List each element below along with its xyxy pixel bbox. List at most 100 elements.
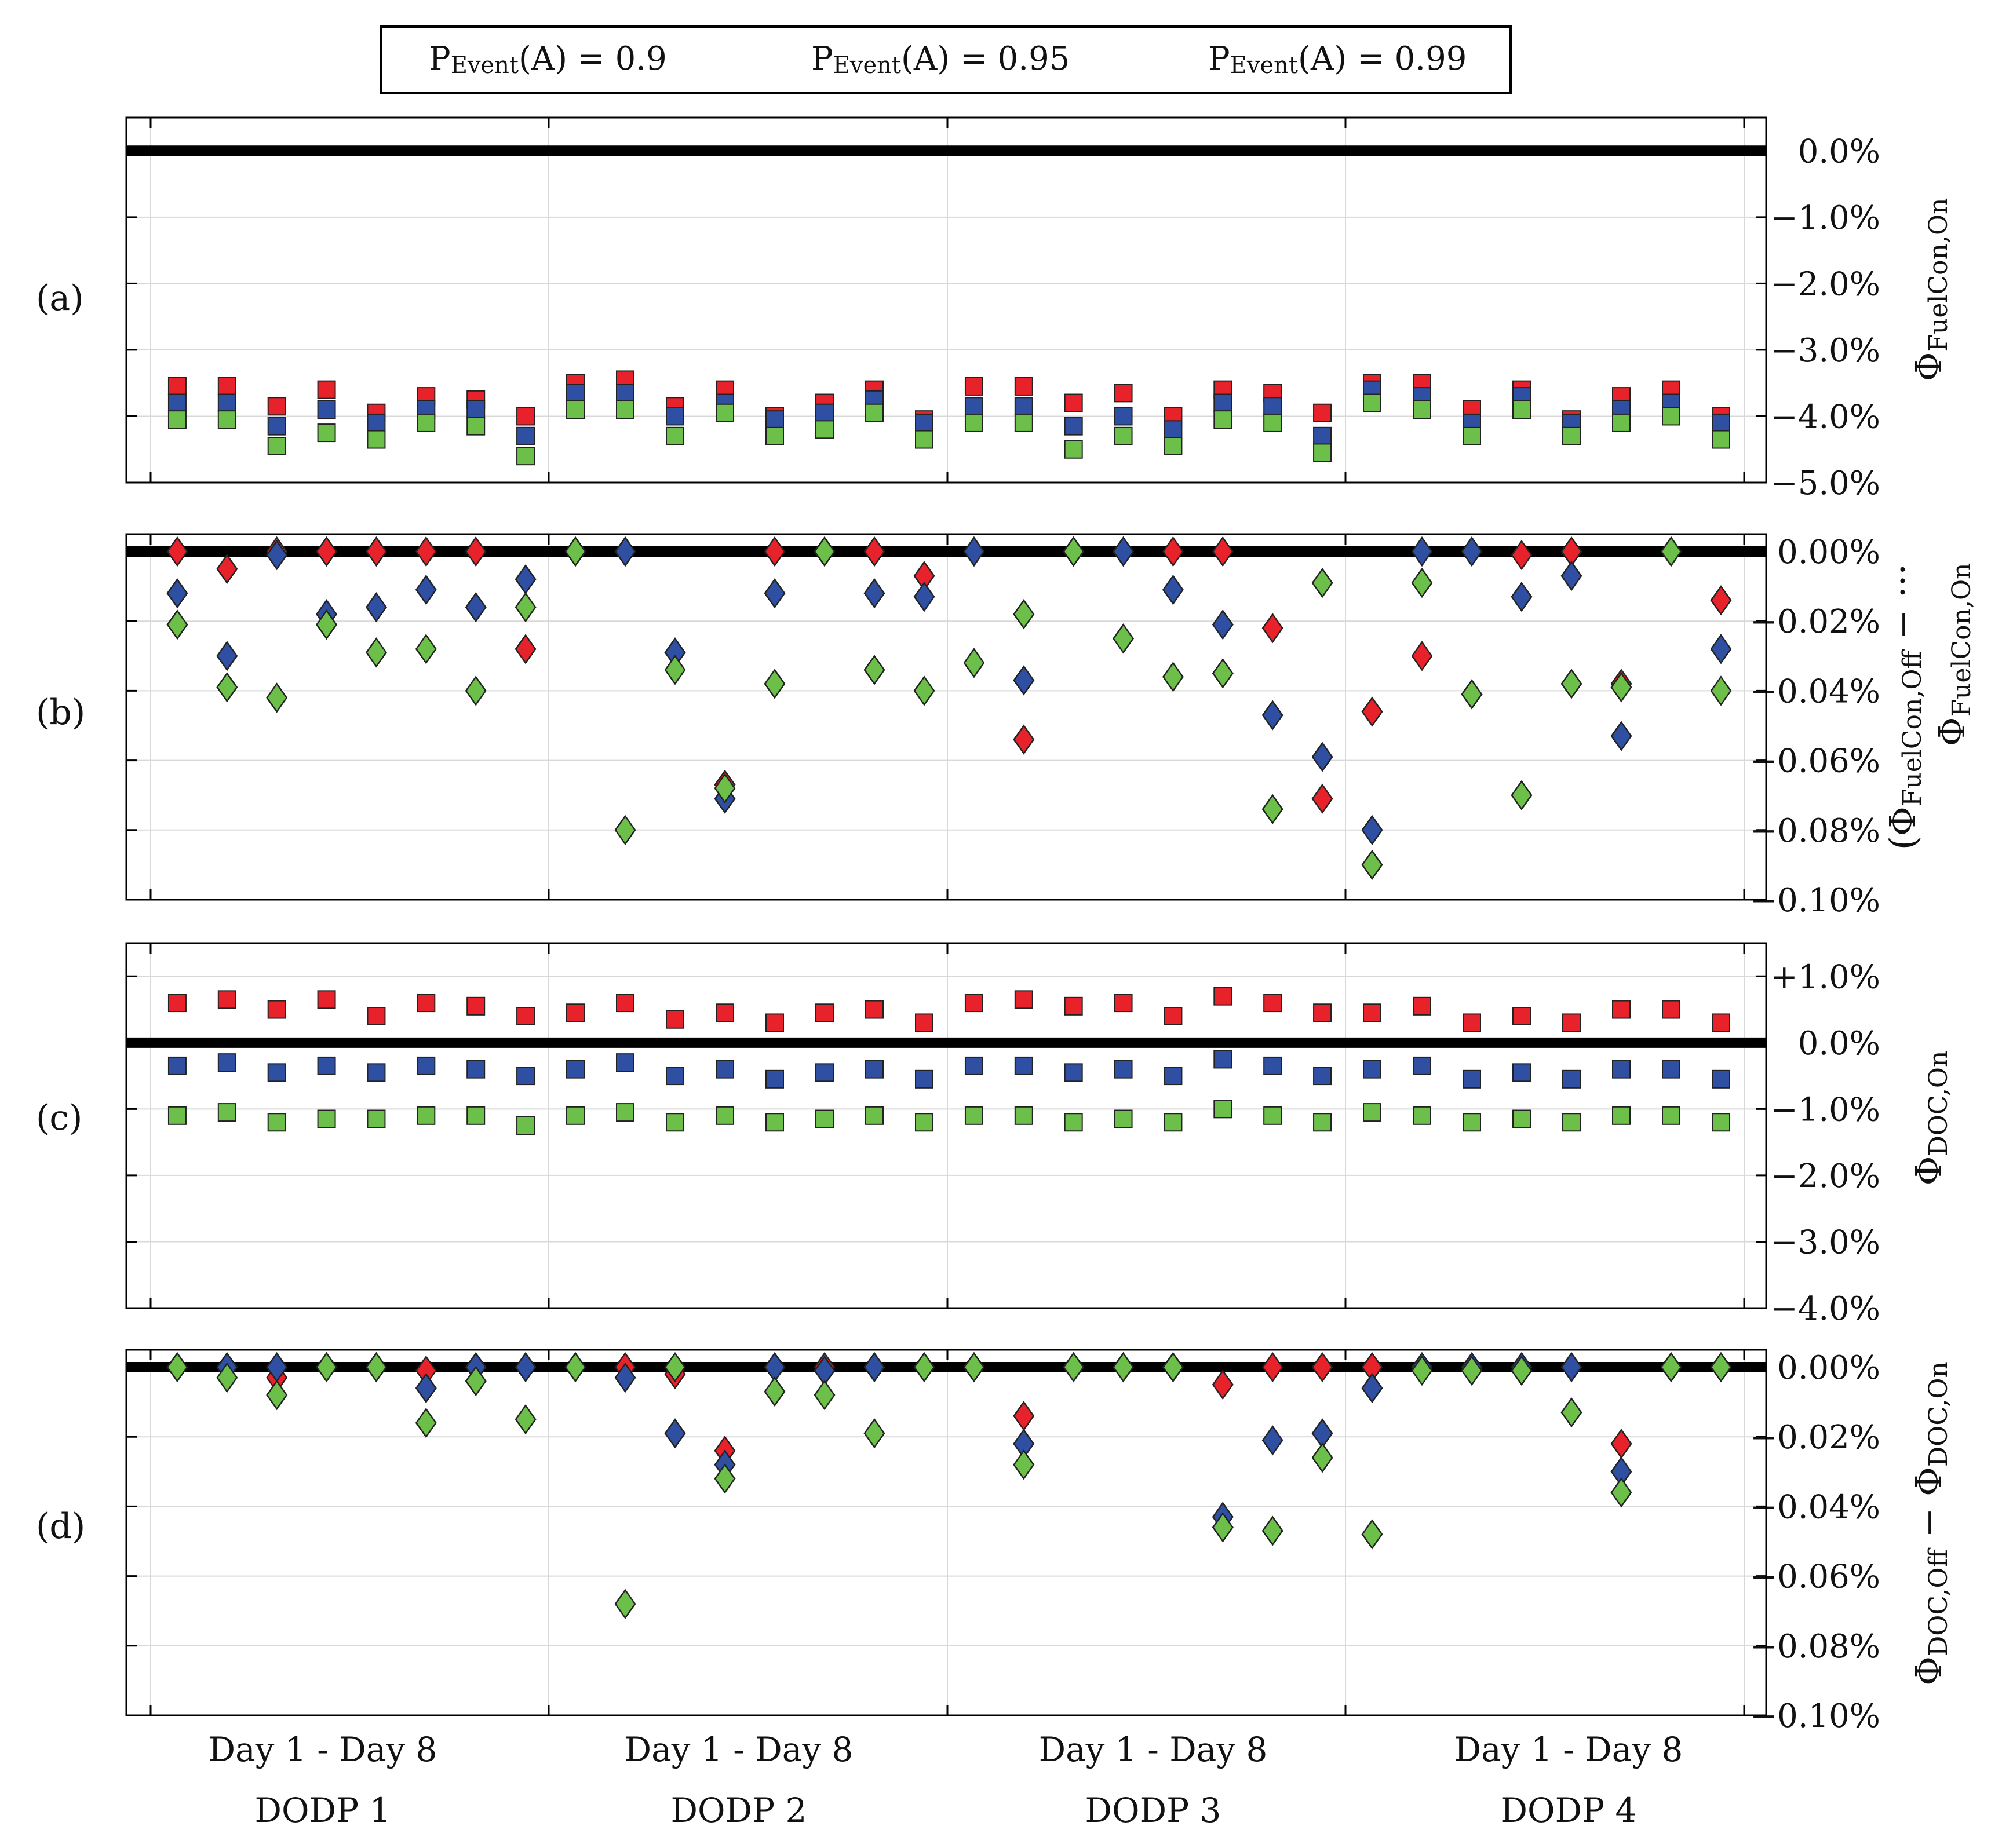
data-point-square xyxy=(516,447,535,466)
series-3 xyxy=(166,1352,1732,1619)
data-point-square xyxy=(1014,1106,1033,1125)
data-point-square xyxy=(317,1056,336,1075)
data-point-diamond xyxy=(614,1588,636,1619)
data-point-square xyxy=(964,413,983,432)
data-point-square xyxy=(1014,377,1033,396)
data-point-diamond xyxy=(415,536,437,567)
data-point-square xyxy=(666,1067,684,1086)
data-point-square xyxy=(1263,397,1282,416)
data-point-square xyxy=(1662,407,1680,426)
data-point-diamond xyxy=(963,536,985,567)
panel-label-a: (a) xyxy=(36,278,84,319)
panels: 0.0% −1.0% −2.0% −3.0% −4.0% −5.0% 0.00% −0.02%… xyxy=(125,116,1880,1735)
data-point-square xyxy=(1014,413,1033,432)
data-point-diamond xyxy=(166,609,188,640)
y-tick-label: −2.0% xyxy=(1771,1157,1880,1195)
data-point-diamond xyxy=(1013,1449,1035,1480)
y-tick-label: −3.0% xyxy=(1771,332,1880,370)
data-point-diamond xyxy=(1013,724,1035,755)
data-point-square xyxy=(1064,440,1083,459)
group-2-days: Day 1 - Day 8 xyxy=(625,1730,854,1769)
y-tick-label: −5.0% xyxy=(1771,465,1880,502)
data-point-diamond xyxy=(1162,536,1184,567)
data-point-square xyxy=(1413,400,1431,419)
data-point-square xyxy=(217,1053,236,1072)
data-point-diamond xyxy=(863,655,885,685)
data-point-square xyxy=(1363,1003,1381,1022)
data-point-square xyxy=(1263,994,1282,1013)
y-tick-label: −0.10% xyxy=(1750,1697,1880,1735)
data-point-diamond xyxy=(1311,1442,1333,1473)
data-point-square xyxy=(167,994,187,1013)
data-point-diamond xyxy=(515,592,537,623)
y-tick-label: 0.00% xyxy=(1777,534,1880,571)
plot-area xyxy=(126,1350,1766,1715)
data-point-diamond xyxy=(614,815,636,845)
data-point-square xyxy=(1164,1007,1183,1025)
data-point-diamond xyxy=(1511,582,1533,612)
data-point-square xyxy=(1114,407,1133,426)
data-point-diamond xyxy=(1411,1355,1433,1386)
data-point-diamond xyxy=(963,1352,985,1383)
plot-area xyxy=(126,534,1766,900)
data-point-diamond xyxy=(764,578,786,609)
data-point-square xyxy=(1562,1069,1581,1089)
data-point-square xyxy=(1114,1109,1133,1128)
data-point-diamond xyxy=(863,536,885,567)
data-point-diamond xyxy=(166,1352,188,1383)
data-point-diamond xyxy=(1560,669,1582,699)
data-point-square xyxy=(1512,1007,1531,1025)
y-tick-label: −0.04% xyxy=(1750,1488,1880,1526)
data-point-square xyxy=(267,437,286,455)
group-3-name: DODP 3 xyxy=(1085,1791,1221,1830)
data-point-square xyxy=(1313,426,1332,445)
data-point-diamond xyxy=(365,637,387,668)
data-point-square xyxy=(1512,1109,1531,1128)
data-point-diamond xyxy=(266,539,288,571)
data-point-diamond xyxy=(1461,679,1483,710)
data-point-square xyxy=(267,397,286,416)
data-point-diamond xyxy=(365,1352,387,1383)
data-point-square xyxy=(1014,990,1033,1009)
data-point-diamond xyxy=(1113,1352,1135,1383)
data-point-square xyxy=(1213,987,1232,1006)
data-point-square xyxy=(765,1013,784,1032)
data-point-square xyxy=(964,1056,983,1075)
data-point-diamond xyxy=(714,773,736,804)
data-point-square xyxy=(1463,426,1481,445)
legend-entry-1: PEvent(A) = 0.9 xyxy=(429,40,667,79)
data-point-diamond xyxy=(1361,1519,1383,1550)
data-point-square xyxy=(1263,413,1282,432)
data-point-diamond xyxy=(1311,783,1333,814)
y-tick-label: −0.06% xyxy=(1750,1558,1880,1596)
data-point-diamond xyxy=(465,1365,487,1397)
data-point-square xyxy=(267,1063,286,1082)
data-point-square xyxy=(566,400,585,419)
data-point-diamond xyxy=(1610,721,1632,751)
data-point-diamond xyxy=(1361,849,1383,881)
data-point-square xyxy=(1662,1106,1680,1125)
x-group-labels: Day 1 - Day 8 Day 1 - Day 8 Day 1 - Day … xyxy=(209,1730,1683,1830)
data-point-square xyxy=(716,1003,734,1022)
data-point-diamond xyxy=(415,1408,437,1438)
data-point-square xyxy=(217,410,236,429)
data-point-diamond xyxy=(614,536,636,567)
series-2 xyxy=(167,1050,1730,1089)
data-point-diamond xyxy=(664,655,686,685)
data-point-square xyxy=(865,1106,884,1125)
ylabel-c: ΦDOC,On xyxy=(1908,1051,1953,1186)
y-tick-label: −0.02% xyxy=(1750,603,1880,641)
data-point-square xyxy=(616,1053,634,1072)
data-point-diamond xyxy=(216,672,238,703)
data-point-square xyxy=(1313,1067,1332,1086)
group-4-name: DODP 4 xyxy=(1501,1791,1637,1830)
data-point-diamond xyxy=(814,536,836,567)
y-tick-label: −3.0% xyxy=(1771,1224,1880,1261)
data-point-diamond xyxy=(515,634,537,664)
data-point-diamond xyxy=(1710,1352,1732,1383)
data-point-square xyxy=(1064,1113,1083,1132)
group-1-name: DODP 1 xyxy=(255,1791,391,1830)
data-point-square xyxy=(1164,420,1183,439)
data-point-diamond xyxy=(764,1376,786,1407)
y-tick-label: −0.04% xyxy=(1750,673,1880,710)
